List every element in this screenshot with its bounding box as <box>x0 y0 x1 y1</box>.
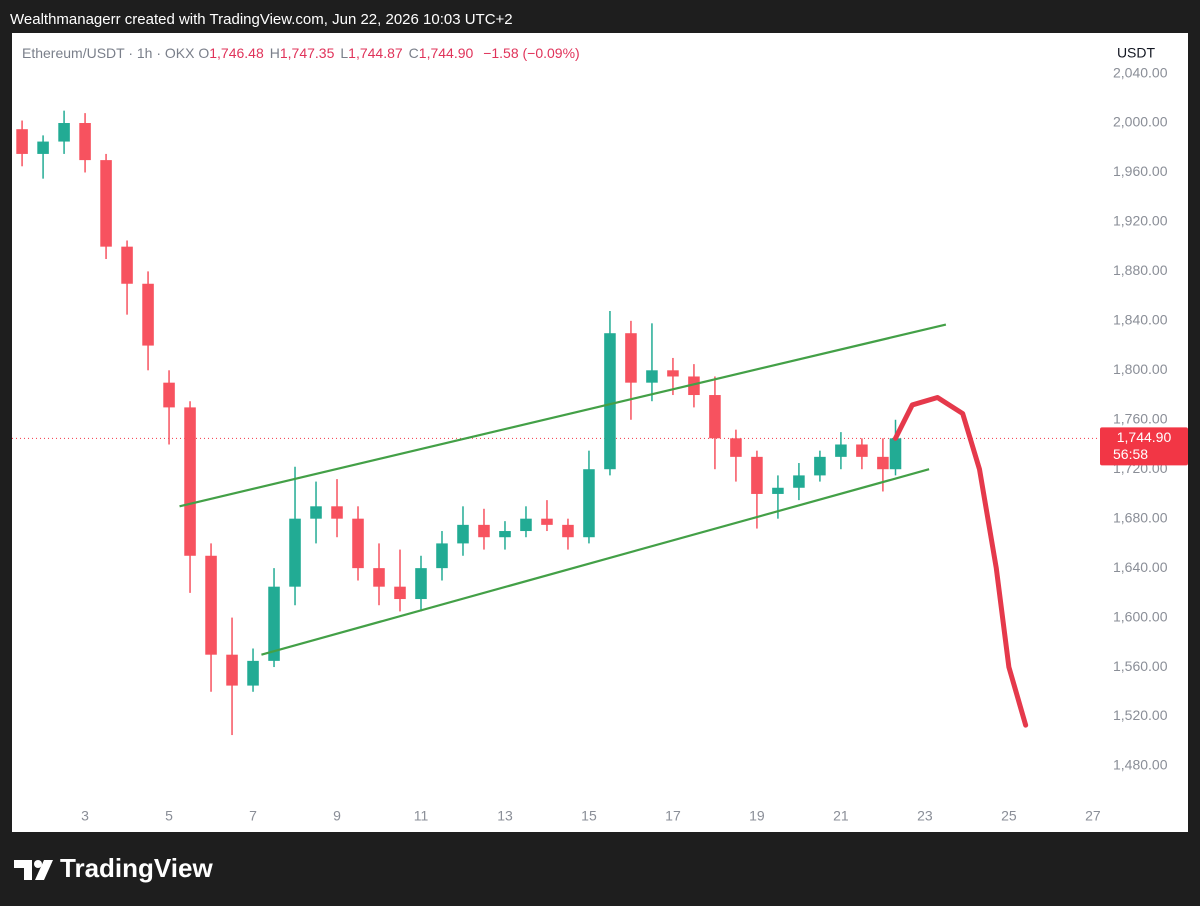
candle-body <box>79 123 91 161</box>
y-tick-label: 1,800.00 <box>1113 361 1168 377</box>
candle-body <box>772 487 784 494</box>
y-tick-label: 1,520.00 <box>1113 707 1168 723</box>
candle-body <box>289 518 301 587</box>
candle-body <box>730 438 742 457</box>
ohlc-label: L <box>340 45 349 61</box>
y-tick-label: 2,000.00 <box>1113 114 1168 130</box>
ohlc-value: 1,744.90 <box>418 45 474 61</box>
candle-body <box>646 370 658 383</box>
trendline <box>261 468 930 656</box>
y-tick-label: 2,040.00 <box>1113 64 1168 80</box>
currency: USDT <box>1117 45 1156 61</box>
candle-body <box>457 524 469 544</box>
countdown: 56:58 <box>1113 446 1148 462</box>
x-tick-label: 5 <box>165 808 173 824</box>
y-tick-label: 1,960.00 <box>1113 163 1168 179</box>
candle-body <box>793 475 805 488</box>
candle-body <box>121 246 133 284</box>
y-tick-label: 1,920.00 <box>1113 213 1168 229</box>
ohlc-label: O <box>198 45 210 61</box>
header: Wealthmanagerr created with TradingView.… <box>10 11 513 28</box>
candle-body <box>889 438 902 470</box>
candle-body <box>625 333 637 383</box>
candle-body <box>436 543 448 569</box>
candle-body <box>709 395 721 439</box>
candle-body <box>142 283 154 346</box>
ohlc-value: 1,747.35 <box>279 45 335 61</box>
y-tick-label: 1,680.00 <box>1113 509 1168 525</box>
candle-body <box>163 382 175 408</box>
legend: Ethereum/USDT · 1h · OKX O1,746.48 H1,747… <box>22 45 586 61</box>
x-tick-label: 13 <box>497 808 513 824</box>
candle-body <box>310 506 322 519</box>
trendline <box>179 323 947 508</box>
candle-body <box>394 586 406 600</box>
last-price-label: 1,744.90 <box>1117 429 1172 445</box>
x-tick-label: 25 <box>1001 808 1017 824</box>
candle-body <box>226 654 238 686</box>
y-tick-label: 1,760.00 <box>1113 410 1168 426</box>
candle-body <box>478 524 490 538</box>
x-tick-label: 21 <box>833 808 849 824</box>
x-tick-label: 17 <box>665 808 681 824</box>
candle-body <box>751 456 763 494</box>
y-tick-label: 1,640.00 <box>1113 559 1168 575</box>
x-tick-label: 11 <box>414 808 429 824</box>
candle-body <box>856 444 868 457</box>
candle-body <box>352 518 364 569</box>
y-tick-label: 1,840.00 <box>1113 312 1168 328</box>
candle-body <box>604 333 616 470</box>
candle-body <box>184 407 196 556</box>
candle-body <box>877 456 889 470</box>
ohlc-value: 1,746.48 <box>209 45 264 61</box>
plot-panel <box>12 33 1188 832</box>
candle-body <box>268 586 280 661</box>
candle-body <box>37 141 49 154</box>
ohlc-label: H <box>269 45 280 61</box>
x-tick-label: 3 <box>81 808 89 824</box>
last-price-box <box>1100 427 1188 466</box>
footer-logo: TradingView <box>60 853 213 883</box>
y-tick-label: 1,880.00 <box>1113 262 1168 278</box>
symbol: Ethereum/USDT · 1h · OKX <box>22 45 195 61</box>
y-tick-label: 1,480.00 <box>1113 757 1168 773</box>
candle-body <box>373 568 385 587</box>
projection-curve <box>893 395 1029 728</box>
x-tick-label: 27 <box>1085 808 1101 824</box>
ohlc: O1,746.48 H1,747.35 L1,744.87 C1,744.90 <box>198 45 479 61</box>
candle-body <box>562 524 574 538</box>
candle-body <box>16 129 28 154</box>
change: −1.58 (−0.09%) <box>483 45 580 61</box>
candle-body <box>499 531 511 538</box>
x-tick-label: 15 <box>581 808 597 824</box>
candle-body <box>331 506 343 519</box>
candle-body <box>814 456 826 476</box>
candle-body <box>520 518 532 532</box>
candle-body <box>667 370 679 377</box>
x-tick-label: 7 <box>249 808 257 824</box>
candle-body <box>247 660 259 686</box>
candle-body <box>205 555 217 655</box>
y-tick-label: 1,600.00 <box>1113 608 1168 624</box>
currency-box <box>1105 40 1185 66</box>
candle-body <box>100 160 112 247</box>
candle-body <box>835 444 847 457</box>
ohlc-value: 1,744.87 <box>348 45 403 61</box>
candle-body <box>58 123 70 142</box>
logo <box>14 860 53 880</box>
y-tick-label: 1,560.00 <box>1113 658 1168 674</box>
candle-body <box>583 469 595 538</box>
x-tick-label: 19 <box>749 808 765 824</box>
candle-body <box>415 568 427 600</box>
candle-body <box>688 376 700 396</box>
ohlc-label: C <box>408 45 419 61</box>
x-tick-label: 23 <box>917 808 933 824</box>
candle-body <box>541 518 553 525</box>
x-tick-label: 9 <box>333 808 341 824</box>
